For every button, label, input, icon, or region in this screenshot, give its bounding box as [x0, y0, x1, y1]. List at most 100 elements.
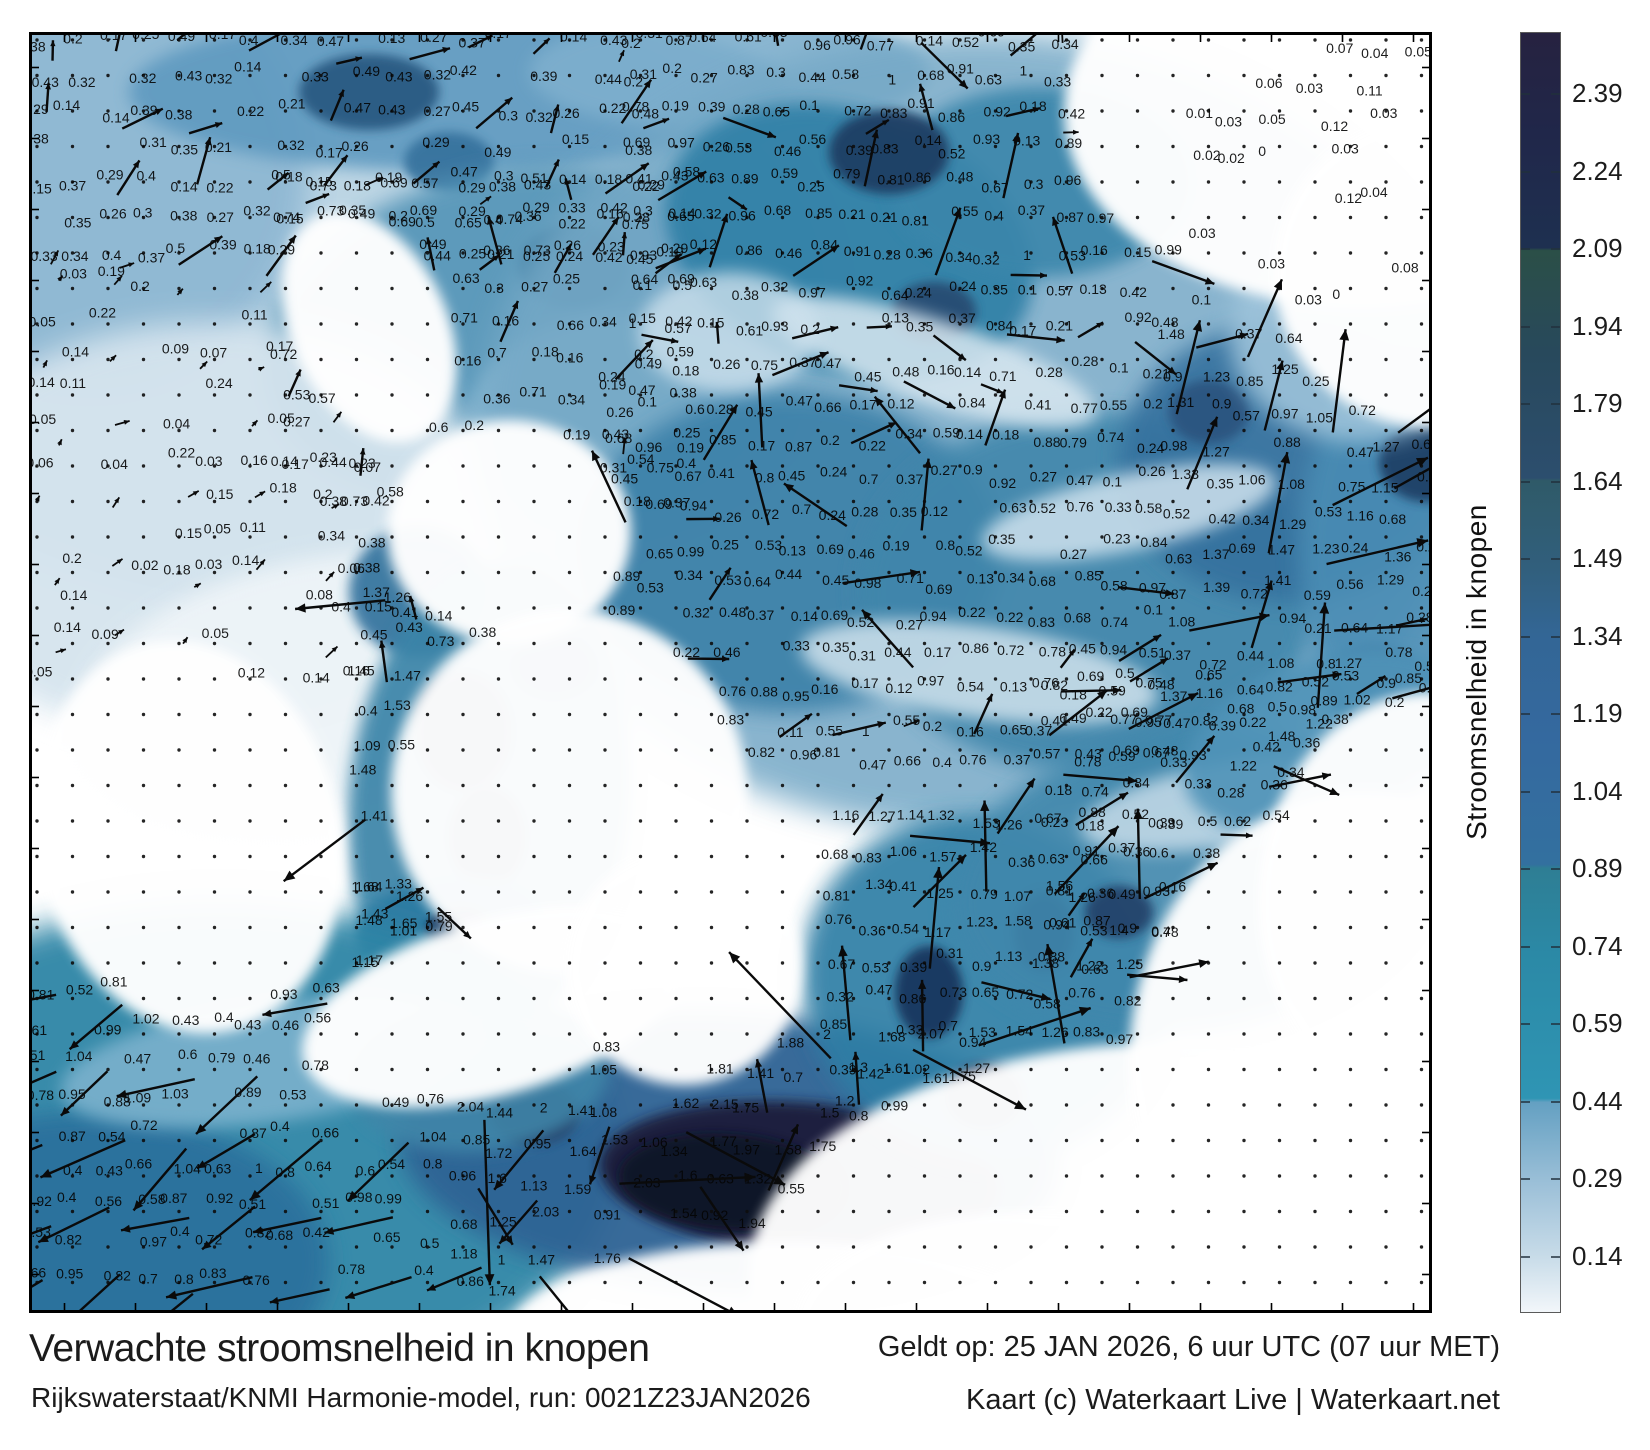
speed-value-label: 0.21	[1304, 620, 1331, 636]
speed-value-label: 0.58	[377, 484, 404, 500]
colorbar-tick-mark	[1551, 790, 1560, 793]
speed-value-label: 0.05	[1258, 111, 1285, 127]
speed-value-label: 1.09	[353, 738, 380, 754]
speed-value-label: 0.92	[29, 1193, 52, 1209]
speed-value-label: 0.26	[552, 105, 579, 121]
speed-value-label: 0.1	[799, 97, 819, 113]
speed-value-label: 0.76	[243, 1272, 270, 1288]
speed-value-label: 1.02	[132, 1011, 159, 1027]
speed-value-label: 1.59	[564, 1181, 591, 1197]
speed-value-label: 0.36	[1261, 776, 1288, 792]
speed-value-label: 0.27	[420, 32, 447, 45]
speed-value-label: 0.86	[457, 1273, 484, 1289]
speed-value-label: 0.6	[356, 1162, 376, 1178]
speed-value-label: 0.96	[635, 439, 662, 455]
current-arrow-head	[128, 262, 135, 268]
colorbar-tick-mark	[1551, 325, 1560, 328]
speed-value-label: 0.72	[1349, 402, 1376, 418]
speed-value-label: 0.27	[207, 209, 234, 225]
speed-value-label: 0.67	[1143, 745, 1170, 761]
speed-value-label: 0.24	[949, 278, 976, 294]
current-arrow-head	[196, 1123, 207, 1134]
speed-value-label: 0.85	[463, 1131, 490, 1147]
speed-value-label: 0.54	[892, 920, 919, 936]
speed-value-label: 0.34	[280, 32, 307, 48]
current-arrow-head	[804, 713, 812, 721]
current-arrow	[68, 1003, 123, 1051]
speed-value-label: 0.61	[735, 32, 762, 44]
speed-value-label: 0.2	[621, 35, 641, 51]
speed-value-label: 1.53	[601, 1131, 628, 1147]
colorbar-tick-mark	[1551, 170, 1560, 173]
speed-value-label: 0.37	[1164, 647, 1191, 663]
speed-value-label: 0.63	[975, 71, 1002, 87]
speed-value-label: 0.95	[58, 1086, 85, 1102]
current-arrow-head	[1419, 617, 1427, 624]
current-arrow	[1129, 960, 1210, 979]
speed-value-label: 0.05	[29, 663, 53, 679]
current-arrow-head	[1026, 778, 1035, 788]
current-arrow-head	[749, 460, 758, 470]
speed-value-label: 1.02	[1343, 691, 1370, 707]
current-arrow-head	[888, 422, 897, 429]
speed-value-label: 0.25	[553, 270, 580, 286]
current-arrow	[909, 834, 991, 845]
current-arrow-head	[734, 1240, 744, 1251]
speed-value-label: 0.7	[938, 1017, 958, 1033]
speed-value-label: 0.26	[713, 356, 740, 372]
speed-value-label: 0.34	[998, 570, 1025, 586]
current-arrow	[1175, 319, 1202, 415]
speed-value-label: 0.51	[29, 1047, 46, 1063]
current-arrow-head	[1056, 336, 1065, 344]
speed-value-label: 0.2	[624, 73, 644, 89]
current-speed-map: 0.380.20.170.250.490.170.40.340.470.130.…	[29, 32, 1432, 1313]
speed-value-label: 1.22	[1306, 716, 1333, 732]
speed-value-label: 0.63	[690, 274, 717, 290]
current-arrow	[832, 721, 887, 737]
speed-value-label: 0.38	[625, 142, 652, 158]
speed-value-label: 0.69	[389, 213, 416, 229]
current-arrow	[195, 1075, 259, 1135]
current-arrow-head	[57, 439, 62, 446]
current-arrow-head	[1280, 452, 1291, 464]
current-arrow-head	[946, 401, 956, 409]
current-arrow-head	[697, 248, 706, 255]
speed-value-label: 0.38	[353, 560, 380, 576]
speed-value-label: 1.64	[570, 1143, 597, 1159]
speed-value-label: 0.7	[487, 344, 507, 360]
speed-value-label: 0.71	[451, 310, 478, 326]
speed-value-label: 1.55	[425, 908, 452, 924]
speed-value-label: 0.02	[1193, 147, 1220, 163]
speed-value-label: 0.32	[973, 252, 1000, 268]
speed-value-label: 0.4	[932, 754, 952, 770]
speed-value-label: 0.24	[598, 368, 625, 384]
current-arrow-head	[345, 1291, 356, 1300]
speed-value-label: 1.48	[1268, 728, 1295, 744]
current-arrow	[252, 1216, 322, 1234]
speed-value-label: 0.54	[957, 679, 984, 695]
current-arrow-head	[60, 1106, 70, 1116]
speed-value-label: 0.19	[563, 426, 590, 442]
current-arrow-head	[870, 386, 878, 394]
current-arrow	[120, 1216, 190, 1232]
speed-value-label: 0.03	[195, 556, 222, 572]
speed-value-label: 0.18	[163, 561, 190, 577]
current-arrow-head	[874, 396, 884, 407]
speed-value-label: 0.4	[677, 455, 697, 471]
speed-value-label: 0.38	[1193, 845, 1220, 861]
current-arrow-head	[958, 353, 966, 361]
speed-value-label: 0.41	[708, 465, 735, 481]
speed-value-label: 0.4	[239, 32, 259, 48]
current-arrow-head	[494, 1179, 504, 1190]
speed-value-label: 0.28	[874, 247, 901, 263]
speed-value-label: 0.28	[706, 401, 733, 417]
speed-value-label: 0.23	[1103, 531, 1130, 547]
current-arrow	[628, 1257, 736, 1313]
speed-value-label: 1.65	[390, 915, 417, 931]
speed-value-label: 0.14	[54, 619, 81, 635]
speed-value-label: 0.38	[732, 287, 759, 303]
speed-value-label: 0.16	[1081, 242, 1108, 258]
speed-value-label: 0.18	[992, 427, 1019, 443]
speed-value-label: 0.18	[595, 171, 622, 187]
speed-value-label: 0.14	[425, 607, 452, 623]
